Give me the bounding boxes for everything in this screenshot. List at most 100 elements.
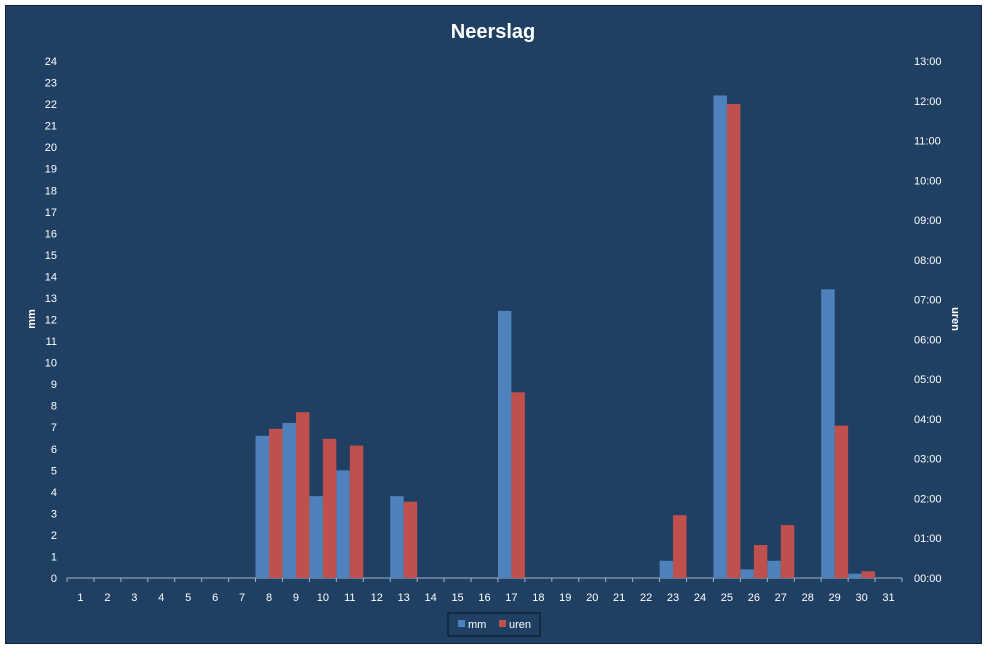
x-tick-label: 1 — [77, 592, 83, 604]
bar-uren — [780, 525, 795, 578]
y-tick-label: 8 — [51, 401, 57, 413]
bar-uren — [295, 412, 310, 578]
y2-tick-label: 09:00 — [914, 215, 942, 227]
bar-mm — [497, 310, 512, 578]
y2-tick-label: 05:00 — [914, 374, 942, 386]
y-tick-label: 23 — [45, 78, 57, 90]
bar-uren — [726, 103, 741, 578]
y2-tick-label: 03:00 — [914, 454, 942, 466]
bar-mm — [336, 470, 350, 578]
x-tick-label: 4 — [158, 592, 164, 604]
chart-title: Neerslag — [451, 21, 536, 43]
x-tick-label: 13 — [398, 592, 410, 604]
y-tick-label: 14 — [45, 271, 57, 283]
y-tick-label: 3 — [51, 508, 57, 520]
legend-label-uren: uren — [509, 619, 531, 631]
x-tick-label: 15 — [451, 592, 463, 604]
y-tick-label: 0 — [51, 573, 57, 585]
x-tick-label: 29 — [829, 592, 841, 604]
x-tick-label: 7 — [239, 592, 245, 604]
x-tick-label: 20 — [586, 592, 598, 604]
y-tick-label: 10 — [45, 358, 57, 370]
y-axis-title: mm — [26, 309, 38, 329]
bar-uren — [861, 571, 876, 578]
x-tick-label: 27 — [775, 592, 787, 604]
axes-group: 1 2 3 4 5 6 7 8 9 10 11 12 13 14 15 16 17 18 19 20 21 22 23 24 2… — [45, 56, 942, 604]
legend-box — [447, 612, 541, 637]
bar-mm — [255, 435, 270, 578]
bar-uren — [403, 501, 418, 578]
y-tick-label: 11 — [46, 336, 57, 348]
bar-uren — [673, 515, 687, 578]
y-tick-label: 16 — [45, 228, 57, 240]
y2-tick-label: 13:00 — [914, 56, 942, 68]
legend: mm uren — [447, 612, 541, 637]
y-tick-label: 1 — [51, 551, 57, 563]
chart-area — [5, 5, 982, 644]
x-tick-label: 23 — [667, 592, 679, 604]
x-tick-label: 30 — [855, 592, 867, 604]
y-tick-label: 5 — [51, 465, 57, 477]
bar-uren — [511, 392, 525, 578]
x-tick-label: 24 — [694, 592, 706, 604]
x-tick-label: 2 — [104, 592, 110, 604]
legend-label-mm: mm — [468, 619, 486, 631]
bar-uren — [834, 425, 849, 578]
y-tick-label: 9 — [51, 379, 57, 391]
y2-tick-label: 00:00 — [914, 573, 942, 585]
legend-swatch-uren — [499, 620, 506, 627]
bar-mm — [848, 573, 862, 578]
y2-tick-label: 04:00 — [914, 414, 942, 426]
y-tick-label: 12 — [45, 315, 57, 327]
x-tick-label: 22 — [640, 592, 652, 604]
y2-tick-label: 02:00 — [914, 493, 942, 505]
y-tick-label: 20 — [45, 142, 57, 154]
x-tick-label: 14 — [425, 592, 437, 604]
bar-mm — [309, 496, 323, 578]
bar-uren — [753, 544, 768, 578]
x-tick-label: 5 — [185, 592, 191, 604]
x-tick-label: 18 — [532, 592, 544, 604]
x-tick-label: 21 — [613, 592, 625, 604]
y2-tick-label: 12:00 — [914, 96, 942, 108]
y-tick-label: 18 — [45, 185, 57, 197]
x-tick-label: 9 — [293, 592, 299, 604]
y-tick-label: 15 — [45, 250, 57, 262]
x-tick-label: 28 — [802, 592, 814, 604]
x-tick-label: 31 — [882, 592, 894, 604]
bar-mm — [659, 560, 674, 578]
y2-axis-title: uren — [949, 307, 961, 331]
y2-tick-label: 11:00 — [914, 136, 941, 148]
x-tick-label: 11 — [344, 592, 355, 604]
y-tick-label: 22 — [45, 99, 57, 111]
x-tick-label: 6 — [212, 592, 218, 604]
y2-tick-label: 10:00 — [914, 175, 942, 187]
y2-tick-label: 06:00 — [914, 334, 942, 346]
bar-mm — [821, 289, 835, 578]
y-tick-label: 2 — [51, 530, 57, 542]
x-tick-label: 12 — [371, 592, 383, 604]
bar-mm — [740, 569, 754, 578]
bar-uren — [269, 428, 283, 578]
x-tick-label: 25 — [721, 592, 733, 604]
y2-tick-label: 01:00 — [914, 533, 942, 545]
bar-mm — [767, 560, 781, 578]
x-tick-label: 16 — [478, 592, 490, 604]
legend-swatch-mm — [458, 620, 465, 627]
y-tick-label: 4 — [51, 487, 57, 499]
bar-mm — [390, 496, 404, 578]
y-tick-label: 6 — [51, 444, 57, 456]
x-tick-label: 3 — [131, 592, 137, 604]
y-tick-label: 13 — [45, 293, 57, 305]
x-tick-label: 26 — [748, 592, 760, 604]
y-tick-label: 24 — [45, 56, 57, 68]
y-tick-label: 7 — [51, 422, 57, 434]
bars-group — [255, 95, 876, 578]
x-tick-label: 10 — [317, 592, 329, 604]
x-tick-label: 19 — [559, 592, 571, 604]
x-tick-label: 8 — [266, 592, 272, 604]
y-tick-label: 17 — [45, 207, 57, 219]
y2-tick-label: 08:00 — [914, 255, 942, 267]
bar-mm — [282, 422, 296, 578]
